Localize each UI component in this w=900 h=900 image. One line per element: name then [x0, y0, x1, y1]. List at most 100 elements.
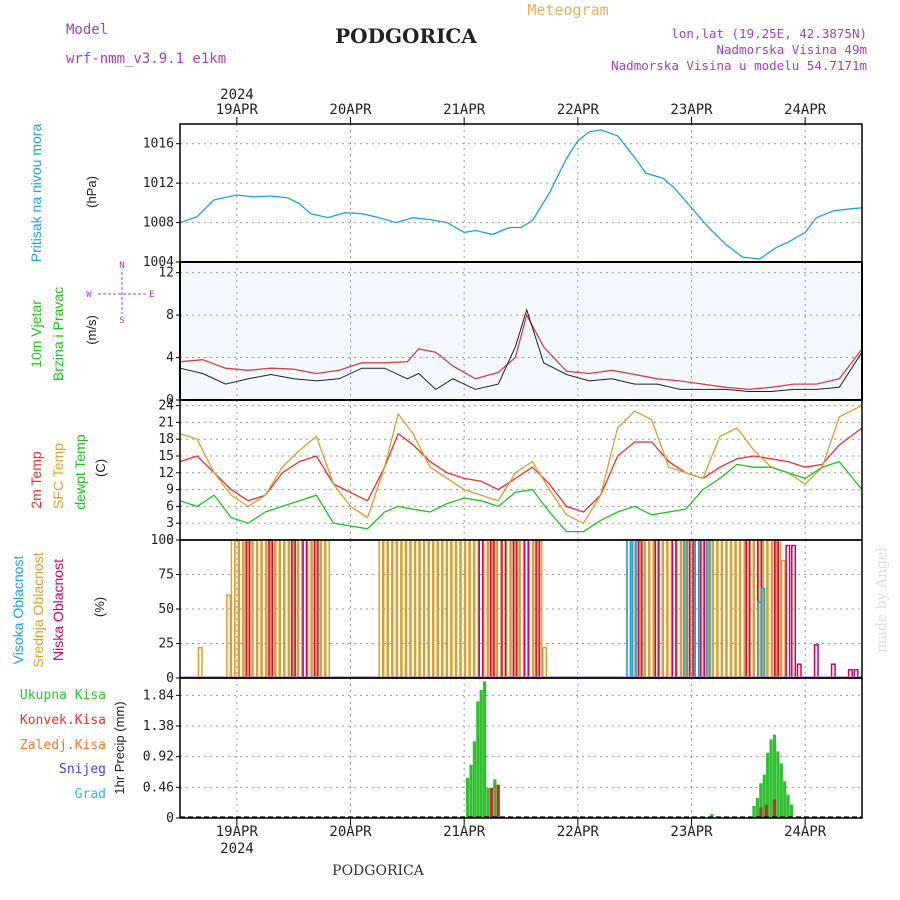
bottom-axis: 19APR 20APR 21APR 22APR 23APR 24APR 2024 — [216, 818, 827, 857]
lonlat-label: lon,lat (19.25E, 42.3875N) — [671, 26, 867, 41]
wind-series-line — [179, 313, 863, 391]
compass-rose: N S E W — [86, 261, 154, 326]
temperature-ytick-label: 9 — [166, 483, 174, 498]
bottom-date-label: 22APR — [557, 824, 600, 840]
clouds-bar — [473, 539, 479, 679]
precip-bar — [486, 788, 490, 818]
precip-ytick-label: 1.38 — [143, 719, 174, 734]
top-date-label: 20APR — [329, 102, 372, 118]
cloud-unit: (%) — [92, 597, 107, 617]
clouds-bar — [261, 539, 267, 679]
clouds-bar — [830, 663, 836, 679]
bottom-date-label: 23APR — [670, 824, 713, 840]
wind-ytick-label: 0 — [166, 393, 174, 408]
precip-bar — [483, 681, 487, 818]
clouds-bar — [721, 539, 727, 679]
top-axis: 2024 19APR 20APR 21APR 22APR 23APR 24APR — [216, 87, 827, 124]
precip-unit: 1hr Precip (mm) — [112, 701, 127, 794]
precip-bar — [496, 784, 500, 818]
clouds-bar — [378, 539, 384, 679]
precip-bar — [752, 806, 756, 818]
clouds-bar — [662, 539, 668, 679]
pressure-labels: Pritisak na nivou mora (hPa) — [28, 124, 99, 263]
clouds-bar — [648, 539, 654, 679]
footer-city: PODGORICA — [332, 863, 425, 879]
precip-bar — [469, 764, 473, 818]
clouds-bar — [437, 539, 443, 679]
clouds-bar — [469, 539, 475, 679]
top-date-label: 24APR — [784, 102, 827, 118]
temperature-ytick-label: 18 — [158, 432, 174, 447]
bottom-year-label: 2024 — [220, 841, 254, 857]
clouds-bar — [446, 539, 452, 679]
top-date-label: 19APR — [216, 102, 259, 118]
pressure-frame — [179, 123, 863, 263]
precip-panel: 0 0.46 0.92 1.38 1.84 — [143, 677, 863, 826]
pressure-ytick-label: 1008 — [143, 216, 174, 231]
model-label: Model — [66, 22, 108, 38]
temperature-ytick-label: 15 — [158, 449, 174, 464]
wind-series-line — [179, 308, 863, 392]
panel-labels: Pritisak na nivou mora (hPa) 10m Vjetar … — [10, 124, 155, 802]
bottom-date-label: 19APR — [216, 824, 259, 840]
clouds-bar — [284, 539, 290, 679]
precip-bar — [472, 741, 476, 818]
meteogram-label: Meteogram — [527, 1, 608, 19]
top-date-label: 21APR — [443, 102, 486, 118]
city-title: PODGORICA — [335, 24, 477, 48]
clouds-bar — [320, 539, 326, 679]
pressure-panel: 1004 1008 1012 1016 — [143, 123, 863, 270]
clouds-bar — [523, 539, 529, 679]
pressure-ytick-label: 1016 — [143, 137, 174, 152]
precip-bar — [772, 799, 777, 818]
clouds-bar — [519, 539, 525, 679]
temp-unit: (C) — [93, 459, 108, 477]
clouds-ytick-label: 75 — [158, 568, 174, 583]
precip-bar — [759, 807, 763, 818]
compass-w: W — [86, 290, 92, 300]
temperature-ytick-label: 21 — [158, 415, 174, 430]
pressure-ytick-label: 1012 — [143, 176, 174, 191]
legend-freezing-rain: Zaledj.Kisa — [20, 738, 106, 753]
precip-bar — [476, 701, 480, 818]
wind-sublabel: Brzina i Pravac — [50, 287, 66, 381]
precip-ytick-label: 1.84 — [143, 688, 174, 703]
clouds-bar — [739, 539, 745, 679]
precip-bar — [779, 763, 783, 818]
precip-bar — [789, 804, 794, 818]
pressure-label: Pritisak na nivou mora — [28, 124, 44, 263]
clouds-bar — [785, 544, 791, 679]
pressure-series-line — [179, 129, 863, 260]
clouds-bar — [325, 539, 331, 679]
clouds-bar — [796, 663, 802, 679]
clouds-bar — [455, 539, 461, 679]
clouds-bar — [644, 539, 650, 679]
elevation-label: Nadmorska Visina 49m — [716, 42, 867, 57]
compass-s: S — [119, 316, 124, 326]
legend-convective-rain: Konvek.Kisa — [20, 713, 106, 728]
top-date-label: 23APR — [670, 102, 713, 118]
clouds-ytick-label: 100 — [151, 533, 174, 548]
precip-bar — [710, 814, 714, 818]
top-date-labels: 19APR 20APR 21APR 22APR 23APR 24APR — [216, 102, 827, 124]
clouds-bar — [392, 539, 398, 679]
high-cloud-label: Visoka Oblacnost — [10, 556, 26, 665]
precip-ytick-label: 0.92 — [143, 750, 174, 765]
low-cloud-label: Niska Oblacnost — [50, 559, 66, 661]
clouds-bar — [483, 539, 489, 679]
clouds-bar — [813, 644, 819, 679]
wind-label: 10m Vjetar — [28, 300, 44, 368]
temperature-ytick-label: 6 — [166, 499, 174, 514]
clouds-bar — [667, 539, 673, 679]
legend-snow: Snijeg — [59, 762, 106, 777]
watermark: made by Angel — [874, 547, 890, 653]
bottom-date-label: 24APR — [784, 824, 827, 840]
precip-frame — [179, 677, 863, 819]
precip-bar — [776, 751, 780, 818]
precip-bar — [764, 804, 769, 818]
clouds-bar — [542, 646, 548, 679]
clouds-bar — [252, 539, 258, 679]
precip-ytick-label: 0 — [166, 811, 174, 826]
